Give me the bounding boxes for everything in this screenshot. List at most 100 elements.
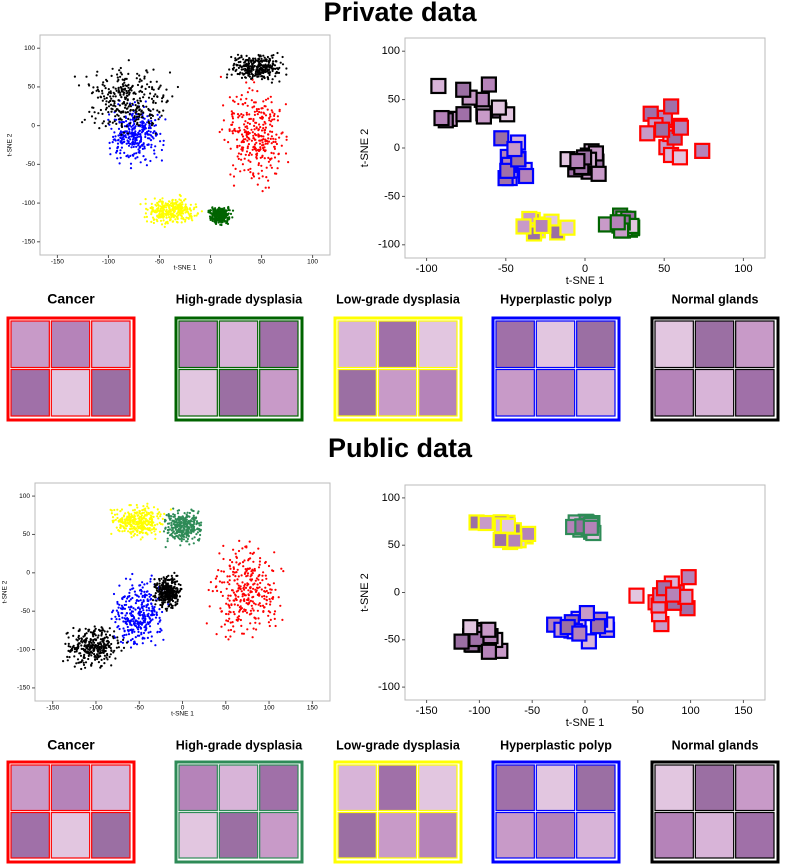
embedding-point: [161, 593, 164, 597]
embedding-point: [180, 522, 183, 525]
embedding-point: [267, 68, 270, 71]
embedding-point: [185, 536, 188, 539]
embedding-point: [138, 74, 141, 77]
embedding-point: [258, 142, 262, 145]
embedding-point: [247, 68, 250, 72]
embedding-point: [265, 577, 268, 580]
embedding-point: [228, 599, 231, 602]
embedding-point: [141, 581, 144, 584]
embedding-point: [247, 154, 251, 157]
embedding-point: [147, 622, 150, 625]
embedding-point: [277, 152, 280, 155]
embedding-point: [243, 157, 246, 160]
embedding-point: [146, 614, 149, 618]
embedding-point: [103, 657, 106, 661]
embedding-point: [121, 616, 124, 619]
embedding-point: [168, 528, 171, 531]
embedding-point: [127, 89, 130, 92]
embedding-point: [195, 205, 198, 209]
embedding-point: [91, 91, 94, 94]
embedding-point: [267, 140, 271, 143]
embedding-point: [123, 125, 126, 128]
embedding-point: [238, 144, 241, 147]
embedding-point: [248, 132, 251, 135]
embedding-point: [195, 520, 199, 523]
embedding-point: [281, 63, 285, 66]
embedding-point: [142, 111, 145, 114]
embedding-point: [160, 159, 163, 162]
embedding-point: [143, 145, 146, 148]
embedding-point: [272, 152, 275, 155]
embedding-point: [97, 634, 100, 637]
embedding-point: [73, 646, 76, 650]
embedding-point: [132, 142, 135, 145]
embedding-point: [262, 54, 265, 57]
embedding-point: [250, 62, 254, 66]
embedding-thumbnail: [480, 643, 498, 660]
embedding-point: [119, 86, 122, 89]
embedding-point: [165, 210, 168, 213]
embedding-point: [168, 514, 171, 518]
embedding-point: [281, 55, 284, 59]
y-tick-label: 100: [382, 492, 400, 504]
embedding-point: [249, 575, 252, 578]
embedding-point: [269, 130, 272, 133]
embedding-point: [216, 209, 219, 212]
embedding-point: [257, 57, 260, 61]
embedding-point: [184, 198, 187, 201]
class-examples: [174, 760, 304, 864]
embedding-point: [259, 604, 262, 608]
embedding-point: [233, 579, 236, 582]
embedding-point: [151, 121, 154, 124]
embedding-point: [139, 627, 143, 630]
embedding-point: [137, 115, 141, 118]
y-tick-label: -50: [384, 634, 400, 646]
embedding-point: [174, 532, 177, 535]
embedding-point: [268, 119, 271, 122]
embedding-point: [247, 59, 250, 62]
embedding-point: [274, 67, 277, 70]
embedding-point: [139, 140, 142, 143]
embedding-point: [271, 78, 274, 81]
embedding-point: [270, 109, 273, 112]
embedding-point: [181, 201, 184, 204]
embedding-point: [73, 75, 76, 78]
embedding-point: [181, 207, 184, 210]
embedding-point: [174, 592, 178, 596]
embedding-point: [233, 100, 236, 103]
embedding-point: [246, 127, 249, 130]
embedding-point: [137, 595, 140, 598]
embedding-point: [251, 75, 254, 78]
embedding-point: [170, 581, 174, 585]
class-label: High-grade dysplasia: [176, 292, 303, 306]
embedding-point: [233, 62, 236, 65]
embedding-point: [154, 119, 157, 122]
embedding-point: [248, 613, 251, 616]
embedding-point: [158, 215, 161, 218]
embedding-point: [127, 156, 130, 159]
embedding-point: [114, 135, 117, 138]
embedding-point: [144, 212, 147, 215]
embedding-point: [238, 114, 241, 117]
embedding-point: [254, 579, 257, 582]
embedding-point: [153, 152, 156, 155]
embedding-point: [137, 630, 140, 634]
embedding-point: [116, 80, 119, 83]
embedding-point: [99, 96, 103, 99]
embedding-point: [131, 631, 134, 634]
embedding-point: [147, 96, 151, 99]
embedding-point: [156, 631, 159, 634]
embedding-point: [271, 125, 274, 128]
embedding-point: [260, 134, 263, 138]
embedding-point: [254, 72, 257, 75]
embedding-point: [266, 142, 269, 145]
embedding-point: [160, 148, 163, 152]
embedding-point: [256, 593, 259, 597]
embedding-point: [273, 617, 276, 621]
embedding-point: [154, 616, 158, 619]
embedding-point: [269, 164, 272, 167]
embedding-point: [158, 86, 161, 89]
embedding-point: [258, 586, 261, 589]
tissue-patch: [576, 764, 616, 812]
